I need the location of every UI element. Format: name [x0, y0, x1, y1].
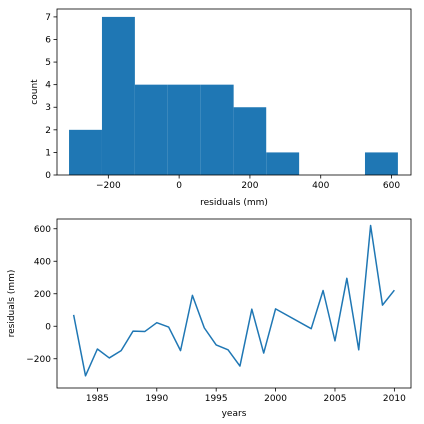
- histogram-bar: [69, 129, 102, 175]
- x-tick-label: 1990: [145, 394, 168, 404]
- y-tick-label: 400: [34, 257, 51, 267]
- histogram-bar: [101, 16, 135, 176]
- line-y-ticks: −200 0 200 400 600: [26, 225, 57, 365]
- y-tick-label: 200: [34, 290, 51, 300]
- x-tick-label: 2010: [383, 394, 406, 404]
- histogram-frame: [56, 8, 412, 176]
- y-tick-label: 0: [45, 171, 51, 181]
- y-tick-label: 6: [45, 35, 51, 45]
- histogram-bars: [69, 16, 398, 176]
- histogram-x-ticks: −200 0 200 400 600: [96, 175, 400, 191]
- x-tick-label: −200: [96, 181, 121, 191]
- x-tick-label: 600: [383, 181, 400, 191]
- x-tick-label: 400: [312, 181, 329, 191]
- histogram-panel: −200 0 200 400 600 0 1 2 3 4 5 6 7 residuals (mm) c…: [30, 8, 412, 208]
- line-x-axis-label: years: [222, 409, 247, 419]
- histogram-bar: [266, 152, 300, 175]
- histogram-bar: [200, 84, 234, 175]
- line-x-ticks: 1985 1990 1995 2000 2005 2010: [86, 388, 406, 404]
- y-tick-label: 600: [34, 225, 51, 235]
- histogram-y-ticks: 0 1 2 3 4 5 6 7: [45, 13, 57, 181]
- x-tick-label: 2000: [264, 394, 287, 404]
- x-tick-label: 1985: [86, 394, 109, 404]
- histogram-bar: [364, 152, 398, 175]
- line-y-axis-label: residuals (mm): [7, 270, 17, 338]
- line-frame: [56, 218, 412, 389]
- histogram-bar: [167, 84, 201, 175]
- y-tick-label: −200: [26, 355, 51, 365]
- x-tick-label: 2005: [324, 394, 347, 404]
- x-tick-label: 0: [176, 181, 182, 191]
- y-tick-label: 0: [45, 322, 51, 332]
- histogram-bar: [233, 107, 267, 175]
- x-tick-label: 200: [241, 181, 258, 191]
- histogram-y-axis-label: count: [30, 79, 40, 105]
- x-tick-label: 1995: [205, 394, 228, 404]
- histogram-bar: [134, 84, 168, 175]
- y-tick-label: 4: [45, 81, 51, 91]
- line-data-points: [73, 225, 395, 376]
- histogram-x-axis-label: residuals (mm): [200, 198, 268, 208]
- y-tick-label: 1: [45, 148, 51, 158]
- y-tick-label: 2: [45, 126, 51, 136]
- line-panel: 1985 1990 1995 2000 2005 2010 −2000200400600 …: [7, 218, 412, 419]
- y-tick-label: 5: [45, 58, 51, 68]
- residuals-line: [72, 224, 395, 377]
- y-tick-label: 7: [45, 13, 51, 23]
- y-tick-label: 3: [45, 103, 51, 113]
